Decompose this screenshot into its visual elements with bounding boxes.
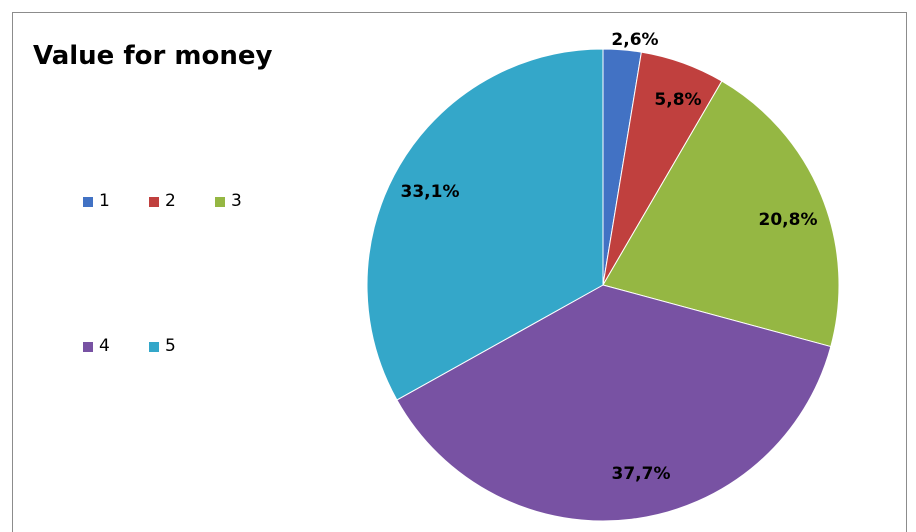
pie-slice-3 — [602, 80, 840, 348]
legend-item-2: 2 — [149, 193, 176, 210]
legend-item-4: 4 — [83, 338, 110, 355]
legend-swatch-2 — [149, 196, 159, 207]
pie-slice-5 — [366, 48, 604, 401]
legend-label-3: 3 — [231, 191, 242, 211]
legend-item-1: 1 — [83, 193, 110, 210]
data-label-5: 33,1% — [401, 182, 460, 202]
legend-label-1: 1 — [99, 191, 110, 211]
data-label-1: 2,6% — [611, 30, 658, 50]
chart-title: Value for money — [33, 41, 273, 71]
legend-swatch-3 — [215, 196, 225, 207]
pie-slice-4 — [396, 284, 832, 522]
data-label-4: 37,7% — [612, 464, 671, 484]
legend-swatch-5 — [149, 341, 159, 352]
legend-swatch-4 — [83, 341, 93, 352]
legend-item-3: 3 — [215, 193, 242, 210]
legend-label-5: 5 — [165, 336, 176, 356]
legend-label-2: 2 — [165, 191, 176, 211]
pie-chart: 2,6% 5,8% 20,8% 37,7% 33,1% — [366, 30, 840, 522]
legend-label-4: 4 — [99, 336, 110, 356]
data-label-3: 20,8% — [759, 210, 818, 230]
legend-swatch-1 — [83, 196, 93, 207]
legend-item-5: 5 — [149, 338, 176, 355]
data-label-2: 5,8% — [654, 90, 701, 110]
chart-frame: Value for money 1 2 3 4 5 2,6% 5,8% 20,8% 3… — [12, 12, 907, 532]
